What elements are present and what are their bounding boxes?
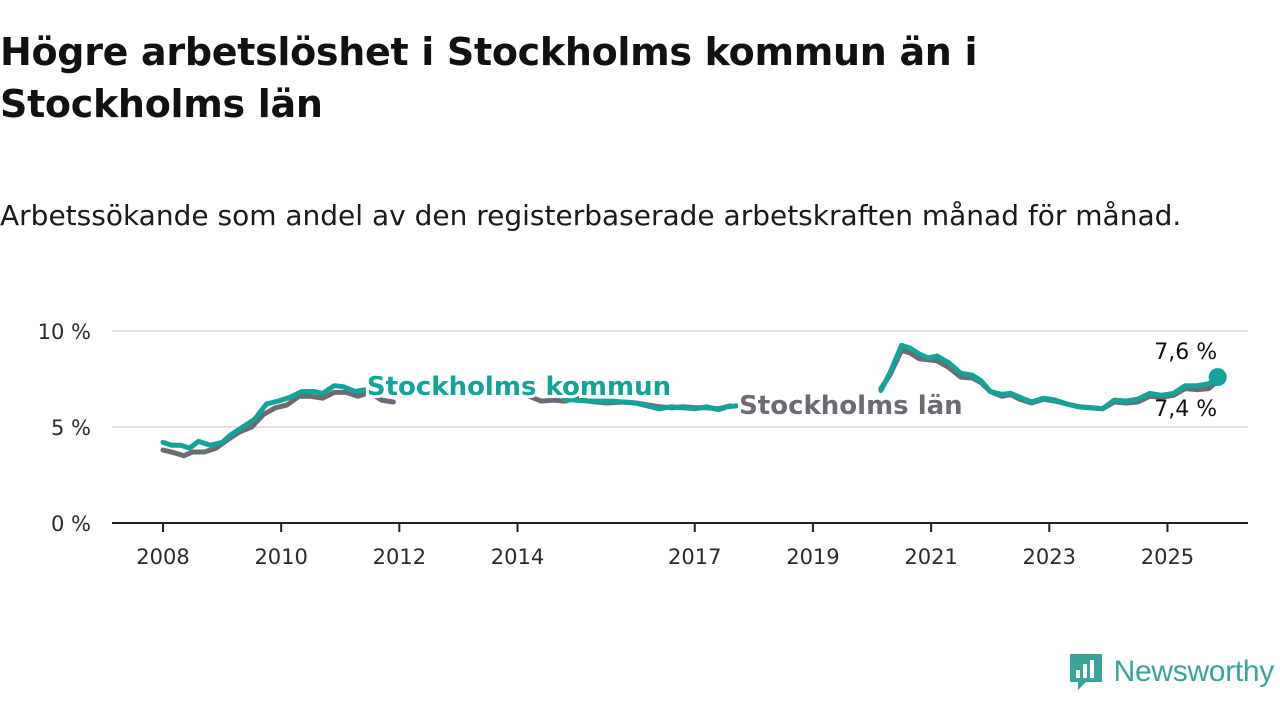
x-tick-label: 2012 xyxy=(373,545,426,569)
x-tick-label: 2021 xyxy=(904,545,957,569)
series-line-stockholms-kommun xyxy=(160,383,370,451)
series-line-stockholms-kommun xyxy=(562,396,739,413)
x-tick-label: 2019 xyxy=(786,545,839,569)
chart-title: Högre arbetslöshet i Stockholms kommun ä… xyxy=(0,30,978,126)
y-tick-label: 0 % xyxy=(51,512,91,536)
chart-subtitle: Arbetssökande som andel av den registerb… xyxy=(0,199,1182,232)
series-label-stockholms-kommun: Stockholms kommun xyxy=(367,372,671,402)
end-label-stockholms-lan: 7,4 % xyxy=(1154,397,1217,422)
newsworthy-logo: Newsworthy xyxy=(1068,652,1274,692)
series-line-stockholms-l-n xyxy=(160,389,396,459)
x-tick-label: 2010 xyxy=(254,545,307,569)
x-axis: 2008 2010 2012 2014 2017 2019 2021 2023 2025 xyxy=(112,522,1248,569)
y-tick-label: 10 % xyxy=(38,320,91,344)
x-tick-label: 2008 xyxy=(136,545,189,569)
y-tick-label: 5 % xyxy=(51,416,91,440)
series-label-stockholms-lan: Stockholms län xyxy=(739,391,963,421)
x-tick-label: 2014 xyxy=(491,545,544,569)
series-labels: Stockholms kommun Stockholms län 7,6 % 7,4 … xyxy=(364,340,1227,424)
x-tick-label: 2017 xyxy=(668,545,721,569)
x-tick-label: 2025 xyxy=(1141,545,1194,569)
newsworthy-icon xyxy=(1069,654,1102,690)
x-tick-label: 2023 xyxy=(1023,545,1076,569)
end-point-marker xyxy=(1208,368,1227,387)
series-lines xyxy=(160,342,1221,459)
line-chart: 0 %5 %10 % 2008 2010 2012 2014 2017 2019 2021 2… xyxy=(38,320,1248,569)
y-axis-ticks: 0 % 5 % 10 % xyxy=(38,320,91,536)
brand-name: Newsworthy xyxy=(1113,655,1275,688)
series-line-stockholms-kommun xyxy=(878,342,1221,412)
end-label-stockholms-kommun: 7,6 % xyxy=(1154,340,1217,365)
gridlines xyxy=(112,330,1248,428)
